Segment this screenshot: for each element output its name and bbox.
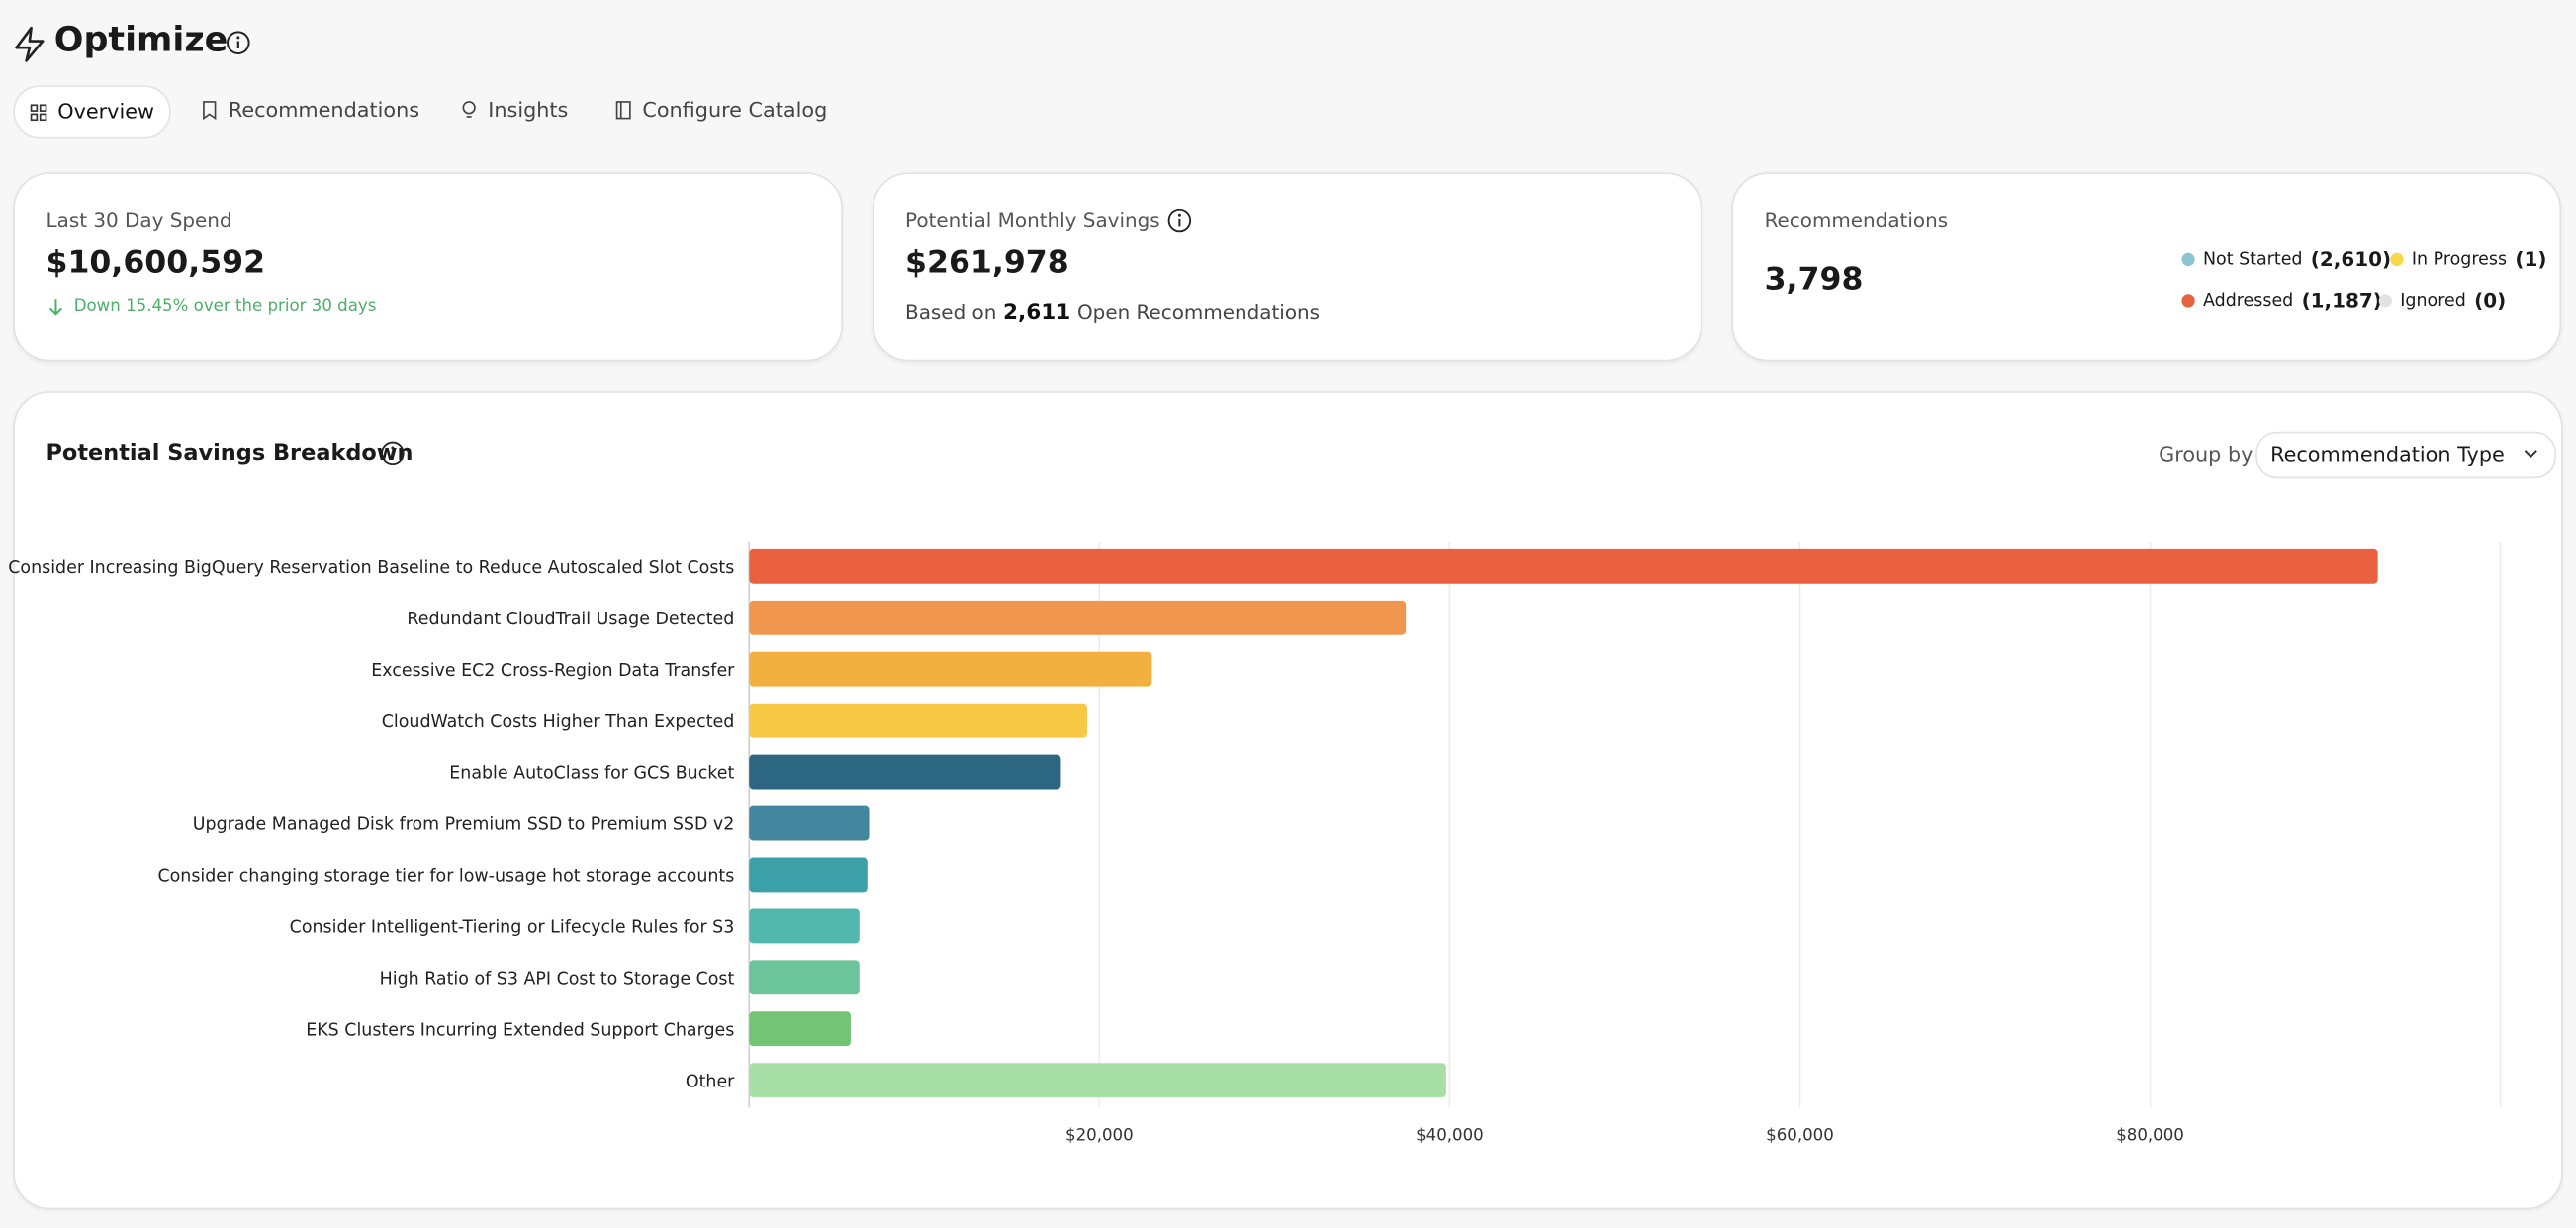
tab-label: Insights bbox=[488, 96, 569, 122]
tab-overview[interactable]: Overview bbox=[13, 85, 171, 139]
bar bbox=[749, 703, 1087, 738]
x-tick-label: $80,000 bbox=[2116, 1126, 2184, 1145]
y-tick-label: Consider Intelligent-Tiering or Lifecycl… bbox=[290, 918, 735, 938]
tab-label: Overview bbox=[57, 98, 154, 124]
y-tick-label: Excessive EC2 Cross-Region Data Transfer bbox=[371, 661, 735, 681]
select-value: Recommendation Type bbox=[2270, 441, 2505, 467]
status-item: In Progress (1) bbox=[2390, 248, 2546, 271]
status-item: Ignored (0) bbox=[2378, 289, 2507, 313]
bar bbox=[749, 651, 1152, 687]
note-text: Open Recommendations bbox=[1076, 300, 1321, 325]
card-value: 3,798 bbox=[1764, 261, 1864, 298]
note-count: 2,611 bbox=[1003, 300, 1071, 326]
status-name: Ignored bbox=[2400, 290, 2466, 311]
tab-icon bbox=[30, 103, 47, 121]
y-tick-label: High Ratio of S3 API Cost to Storage Cos… bbox=[380, 969, 735, 989]
y-tick-label: Enable AutoClass for GCS Bucket bbox=[449, 764, 734, 784]
y-tick-label: EKS Clusters Incurring Extended Support … bbox=[306, 1020, 734, 1040]
bar bbox=[749, 548, 2378, 584]
recommendations-card: Recommendations 3,798 Not Started (2,610)… bbox=[1731, 172, 2562, 362]
card-value: $10,600,592 bbox=[46, 244, 266, 281]
spend-change: Down 15.45% over the prior 30 days bbox=[73, 297, 377, 316]
status-item: Addressed (1,187) bbox=[2181, 289, 2382, 313]
y-tick-label: Consider changing storage tier for low-u… bbox=[157, 867, 734, 887]
bolt-icon bbox=[15, 26, 45, 62]
group-by-select[interactable]: Recommendation Type bbox=[2255, 431, 2556, 479]
status-item: Not Started (2,610) bbox=[2181, 248, 2391, 271]
bar bbox=[749, 857, 868, 893]
info-icon[interactable] bbox=[380, 440, 407, 467]
bar bbox=[749, 1011, 851, 1047]
tab-label: Recommendations bbox=[228, 96, 420, 122]
tab-recommendations[interactable]: Recommendations bbox=[201, 85, 419, 135]
status-name: In Progress bbox=[2411, 249, 2508, 270]
info-icon[interactable] bbox=[1166, 207, 1193, 234]
down-arrow bbox=[48, 299, 62, 316]
bar bbox=[749, 805, 870, 841]
bar bbox=[749, 1063, 1446, 1098]
y-tick-label: Other bbox=[686, 1072, 735, 1091]
status-dot bbox=[2181, 252, 2195, 267]
x-tick-label: $20,000 bbox=[1065, 1126, 1134, 1145]
y-tick-label: Upgrade Managed Disk from Premium SSD to… bbox=[193, 815, 735, 835]
tab-insights[interactable]: Insights bbox=[460, 85, 568, 135]
savings-card: Potential Monthly Savings $261,978 Based… bbox=[872, 172, 1702, 362]
status-count: (2,610) bbox=[2310, 247, 2392, 272]
x-tick-label: $60,000 bbox=[1766, 1126, 1834, 1145]
group-by-label: Group by bbox=[2159, 441, 2254, 467]
status-name: Addressed bbox=[2202, 290, 2294, 311]
card-label: Recommendations bbox=[1764, 208, 1949, 233]
x-tick-label: $40,000 bbox=[1416, 1126, 1484, 1145]
y-tick-label: CloudWatch Costs Higher Than Expected bbox=[382, 712, 735, 732]
bar bbox=[749, 754, 1061, 790]
y-tick-label: Redundant CloudTrail Usage Detected bbox=[407, 610, 734, 629]
page-title: Optimize bbox=[53, 19, 229, 59]
breakdown-title: Potential Savings Breakdown bbox=[46, 440, 414, 467]
tab-label: Configure Catalog bbox=[642, 96, 828, 122]
bar bbox=[749, 908, 860, 944]
spend-card: Last 30 Day Spend $10,600,592 Down 15.45… bbox=[13, 172, 843, 362]
status-name: Not Started bbox=[2202, 249, 2303, 270]
card-value: $261,978 bbox=[905, 244, 1069, 281]
tab-icon bbox=[615, 101, 631, 120]
card-label: Last 30 Day Spend bbox=[46, 208, 232, 233]
savings-note: Based on 2,611 Open Recommendations bbox=[905, 301, 1320, 326]
status-dot bbox=[2390, 252, 2404, 267]
bar bbox=[749, 600, 1407, 635]
status-dot bbox=[2181, 294, 2195, 308]
tab-configure-catalog[interactable]: Configure Catalog bbox=[614, 85, 827, 135]
card-label: Potential Monthly Savings bbox=[905, 208, 1160, 233]
status-count: (0) bbox=[2474, 289, 2507, 313]
note-text: Based on bbox=[905, 300, 997, 325]
tab-icon bbox=[462, 101, 476, 118]
status-dot bbox=[2378, 294, 2392, 308]
chevron bbox=[2524, 450, 2537, 459]
tab-icon bbox=[203, 101, 217, 121]
status-count: (1,187) bbox=[2301, 289, 2382, 313]
status-count: (1) bbox=[2515, 247, 2547, 272]
info-icon[interactable] bbox=[226, 30, 252, 56]
bar bbox=[749, 960, 860, 995]
y-tick-label: Consider Increasing BigQuery Reservation… bbox=[8, 558, 734, 578]
